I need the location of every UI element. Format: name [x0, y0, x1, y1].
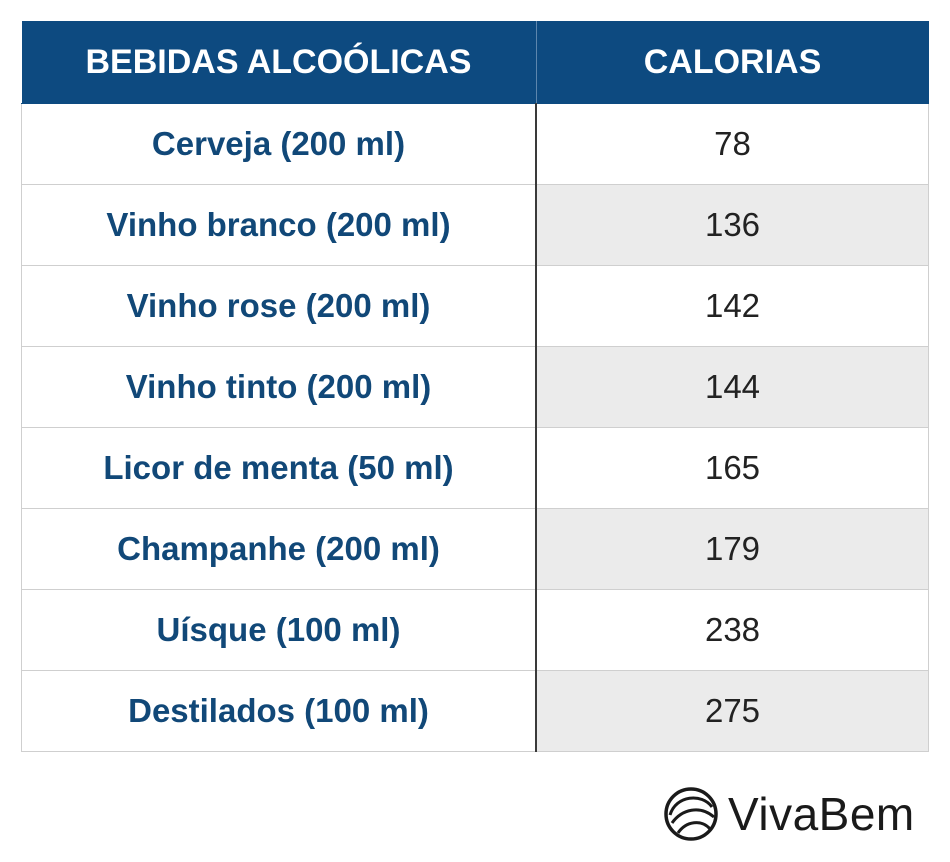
table-header-row: BEBIDAS ALCOÓLICAS CALORIAS: [21, 21, 929, 104]
calories-cell: 78: [535, 103, 929, 185]
column-header-calories: CALORIAS: [536, 21, 929, 104]
table-row: Uísque (100 ml) 238: [21, 589, 929, 671]
calories-cell: 165: [535, 427, 929, 509]
drink-cell: Champanhe (200 ml): [21, 508, 537, 590]
drink-cell: Vinho branco (200 ml): [21, 184, 537, 266]
calories-table: BEBIDAS ALCOÓLICAS CALORIAS Cerveja (200…: [21, 21, 929, 752]
vivabem-logo-icon: [664, 787, 718, 841]
calories-cell: 144: [535, 346, 929, 428]
table-row: Vinho tinto (200 ml) 144: [21, 346, 929, 428]
calories-cell: 275: [535, 670, 929, 752]
drink-cell: Vinho rose (200 ml): [21, 265, 537, 347]
table-row: Destilados (100 ml) 275: [21, 670, 929, 752]
drink-cell: Licor de menta (50 ml): [21, 427, 537, 509]
column-header-drinks: BEBIDAS ALCOÓLICAS: [21, 21, 537, 104]
table-row: Cerveja (200 ml) 78: [21, 103, 929, 185]
drink-cell: Destilados (100 ml): [21, 670, 537, 752]
table-row: Licor de menta (50 ml) 165: [21, 427, 929, 509]
calories-cell: 142: [535, 265, 929, 347]
brand-logo: VivaBem: [662, 784, 915, 844]
drink-cell: Uísque (100 ml): [21, 589, 537, 671]
table-row: Vinho branco (200 ml) 136: [21, 184, 929, 266]
drink-cell: Cerveja (200 ml): [21, 103, 537, 185]
table-row: Champanhe (200 ml) 179: [21, 508, 929, 590]
brand-name: VivaBem: [728, 788, 915, 840]
calories-cell: 238: [535, 589, 929, 671]
drink-cell: Vinho tinto (200 ml): [21, 346, 537, 428]
table-row: Vinho rose (200 ml) 142: [21, 265, 929, 347]
calories-cell: 136: [535, 184, 929, 266]
calories-cell: 179: [535, 508, 929, 590]
